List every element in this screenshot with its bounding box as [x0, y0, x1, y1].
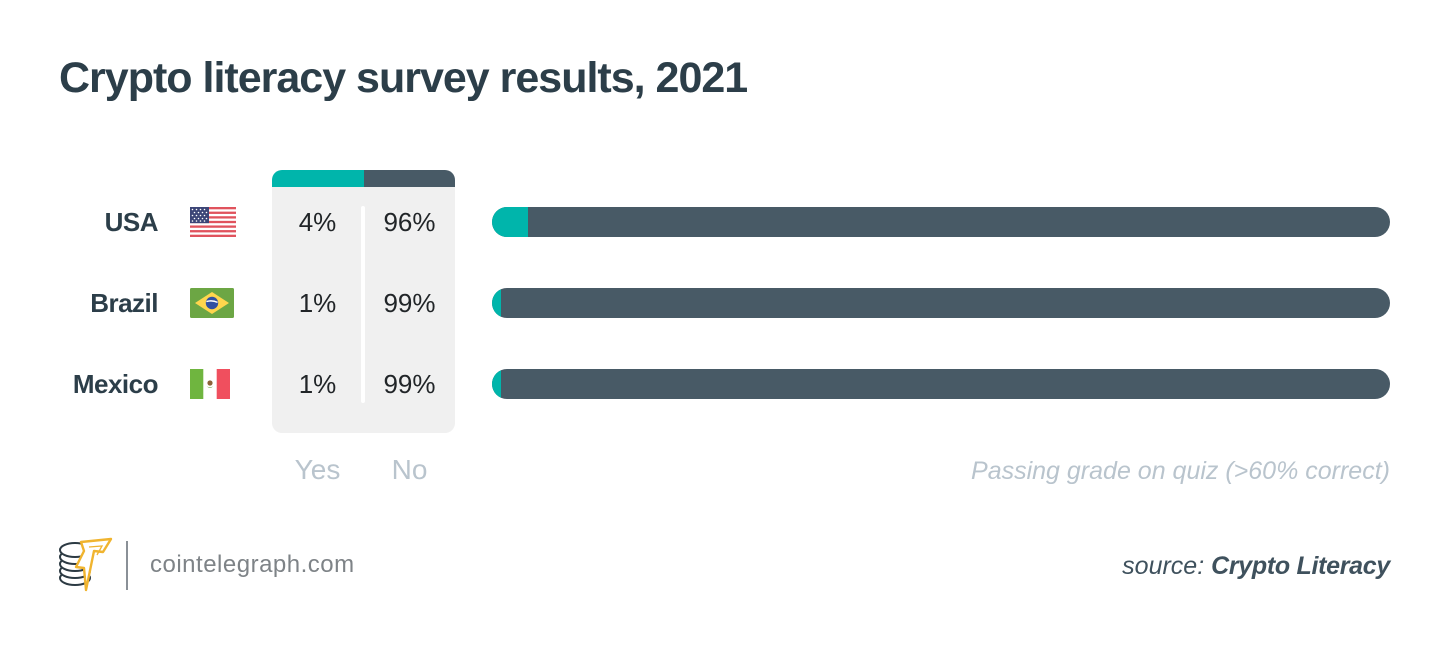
no-value-brazil: 99% [383, 288, 436, 318]
yes-value-usa: 4% [298, 207, 337, 237]
footer-divider [126, 541, 128, 590]
column-label-yes: Yes [294, 454, 341, 485]
usa-flag-icon [190, 207, 236, 237]
panel-header [272, 170, 455, 187]
country-label-mexico: Mexico [72, 369, 159, 399]
country-label-brazil: Brazil [90, 288, 158, 318]
bar-mexico-yes-segment [492, 369, 501, 399]
site-label: cointelegraph.com [150, 551, 355, 578]
source-name: Crypto Literacy [1211, 552, 1390, 580]
yes-value-mexico: 1% [298, 369, 337, 399]
bar-usa [492, 207, 1390, 237]
mexico-flag-icon [190, 369, 236, 399]
yes-value-brazil: 1% [298, 288, 337, 318]
brazil-flag-icon [190, 288, 236, 318]
no-value-usa: 96% [383, 207, 436, 237]
source-credit: source: Crypto Literacy [1122, 552, 1390, 580]
yes-color-swatch [272, 170, 364, 187]
bar-mexico [492, 369, 1390, 399]
bar-usa-yes-segment [492, 207, 528, 237]
country-label-usa: USA [104, 207, 159, 237]
source-label: source: [1122, 552, 1205, 580]
no-value-mexico: 99% [383, 369, 436, 399]
panel-column-divider [361, 206, 365, 403]
chart-title: Crypto literacy survey results, 2021 [59, 54, 748, 102]
chart-annotation: Passing grade on quiz (>60% correct) [971, 457, 1390, 485]
cointelegraph-logo-icon [56, 535, 114, 595]
bar-brazil-yes-segment [492, 288, 501, 318]
column-label-no: No [391, 454, 428, 485]
no-color-swatch [364, 170, 455, 187]
bar-brazil [492, 288, 1390, 318]
